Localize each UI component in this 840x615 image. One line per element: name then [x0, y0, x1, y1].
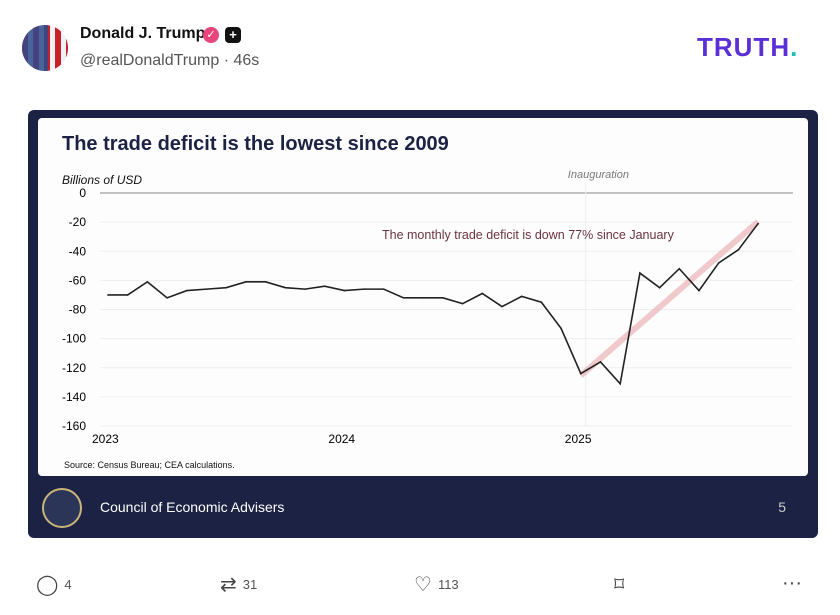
y-axis-label: Billions of USD — [62, 173, 143, 187]
more-icon: ··· — [782, 572, 802, 594]
data-point — [619, 382, 621, 385]
cea-seal-icon — [42, 488, 82, 528]
data-point — [737, 248, 740, 251]
y-tick-label: -80 — [69, 303, 87, 317]
data-point — [560, 327, 562, 330]
post-image[interactable]: The trade deficit is the lowest since 20… — [28, 110, 818, 538]
y-tick-label: -160 — [62, 419, 86, 433]
inauguration-label: Inauguration — [568, 169, 629, 181]
data-point — [245, 281, 247, 283]
slide-footer: Council of Economic Advisers — [100, 499, 285, 515]
like-button[interactable]: ♡ 113 — [414, 574, 459, 596]
author-name[interactable]: Donald J. Trump — [80, 25, 206, 42]
truth-logo: TRUTH. — [697, 32, 799, 62]
slide-page-number: 5 — [778, 499, 786, 515]
comment-icon: ◯ — [36, 574, 59, 596]
y-tick-label: -60 — [69, 273, 87, 287]
data-point — [304, 288, 306, 290]
data-point — [264, 281, 267, 283]
data-point — [323, 285, 326, 287]
repost-icon: ⇄ — [220, 574, 237, 596]
data-point — [442, 297, 444, 299]
verified-badge-icon: ✓ — [203, 27, 219, 43]
data-point — [126, 294, 129, 296]
data-point — [343, 289, 346, 292]
data-point — [599, 361, 602, 363]
data-point — [678, 267, 681, 270]
data-point — [284, 286, 287, 289]
y-tick-label: -140 — [62, 390, 86, 404]
y-tick-label: -40 — [69, 244, 87, 258]
data-point — [146, 281, 149, 283]
y-tick-label: 0 — [79, 186, 86, 200]
data-point — [107, 294, 109, 296]
data-point — [639, 272, 641, 274]
data-point — [186, 289, 188, 292]
data-point — [225, 286, 227, 289]
data-point — [422, 297, 425, 299]
y-tick-label: -100 — [62, 332, 86, 346]
x-tick-label: 2023 — [92, 432, 119, 446]
data-line — [108, 223, 759, 386]
heart-icon: ♡ — [414, 574, 432, 596]
bookmark-button[interactable]: ⌑ — [614, 572, 624, 597]
y-tick-label: -20 — [69, 215, 87, 229]
plus-icon: + — [225, 27, 241, 43]
data-point — [402, 297, 405, 299]
data-point — [461, 302, 464, 305]
bookmark-icon: ⌑ — [614, 574, 625, 596]
data-point — [658, 286, 661, 289]
data-point — [205, 288, 208, 290]
retruth-button[interactable]: ⇄ 31 — [220, 574, 258, 596]
data-point — [717, 262, 720, 264]
data-point — [520, 295, 523, 298]
data-point — [363, 288, 365, 290]
data-point — [481, 292, 484, 295]
chart-annotation: The monthly trade deficit is down 77% si… — [382, 228, 675, 242]
reply-button[interactable]: ◯ 4 — [36, 574, 72, 596]
trend-arrow — [578, 219, 761, 378]
y-tick-label: -120 — [62, 361, 86, 375]
avatar[interactable] — [22, 25, 68, 71]
author-handle[interactable]: @realDonaldTrump · 46s — [80, 52, 260, 69]
data-point — [757, 222, 759, 225]
data-point — [166, 297, 168, 299]
more-button[interactable]: ··· — [782, 572, 802, 595]
chart-source: Source: Census Bureau; CEA calculations. — [64, 460, 235, 470]
data-point — [580, 372, 582, 375]
data-point — [698, 289, 700, 292]
post-time: 46s — [233, 52, 260, 69]
line-chart: 0 -20 -40 -60 -80 -100 -120 -140 -160 Inauguratio… — [62, 169, 793, 446]
chart-slide: The trade deficit is the lowest since 20… — [38, 118, 808, 476]
x-tick-label: 2024 — [328, 432, 355, 446]
chart-title: The trade deficit is the lowest since 20… — [62, 133, 449, 155]
data-point — [383, 288, 385, 290]
data-point — [540, 301, 543, 304]
x-tick-label: 2025 — [565, 432, 592, 446]
data-point — [501, 305, 503, 308]
